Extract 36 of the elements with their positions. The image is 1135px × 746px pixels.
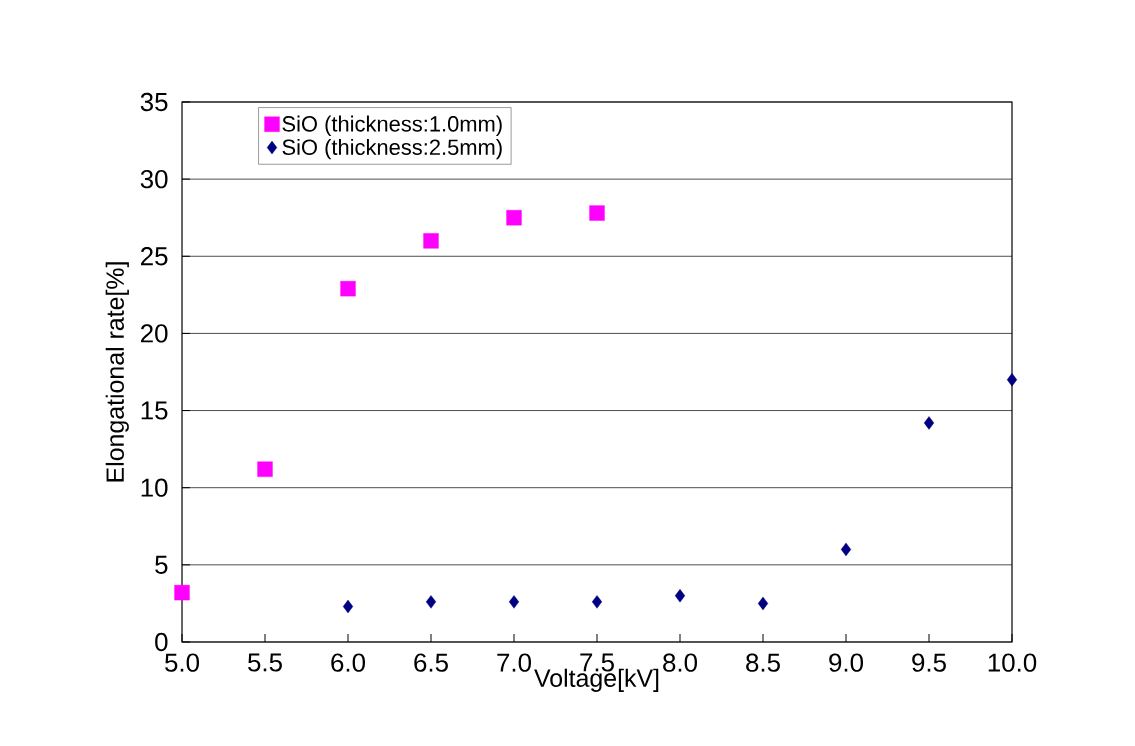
point xyxy=(508,595,520,609)
x-tick-label: 5.5 xyxy=(248,653,282,672)
point xyxy=(423,233,439,249)
point xyxy=(674,589,686,603)
point xyxy=(257,461,273,477)
x-tick-label: 9.0 xyxy=(829,653,863,672)
x-tick-label: 7.0 xyxy=(497,653,531,672)
legend-label: SiO (thickness:2.5mm) xyxy=(282,138,502,160)
y-axis-title: Elongational rate[%] xyxy=(105,262,129,482)
y-tick-label: 35 xyxy=(140,92,168,112)
y-tick-label: 30 xyxy=(140,169,168,189)
x-tick-label: 6.0 xyxy=(331,653,365,672)
x-tick-label: 8.0 xyxy=(663,653,697,672)
point xyxy=(923,416,935,430)
point xyxy=(174,584,190,601)
point xyxy=(425,595,437,609)
point xyxy=(589,205,605,221)
legend-label: SiO (thickness:1.0mm) xyxy=(282,115,502,136)
y-tick-label: 5 xyxy=(155,555,168,574)
point xyxy=(1006,373,1018,387)
point xyxy=(342,599,354,614)
y-tick-label: 10 xyxy=(141,478,168,497)
x-tick-label: 5.0 xyxy=(165,653,199,672)
point xyxy=(840,542,852,557)
y-tick-label: 20 xyxy=(141,324,168,343)
point xyxy=(506,210,522,226)
y-tick-label: 25 xyxy=(141,247,168,266)
x-tick-label: 9.5 xyxy=(912,653,946,672)
point xyxy=(340,281,356,297)
x-tick-label: 10.0 xyxy=(988,653,1037,672)
point xyxy=(591,595,603,609)
y-tick-label: 0 xyxy=(155,632,168,652)
x-tick-label: 6.5 xyxy=(414,653,448,672)
y-tick-label: 15 xyxy=(141,401,168,420)
point xyxy=(757,596,769,611)
x-tick-label: 8.5 xyxy=(746,653,780,672)
